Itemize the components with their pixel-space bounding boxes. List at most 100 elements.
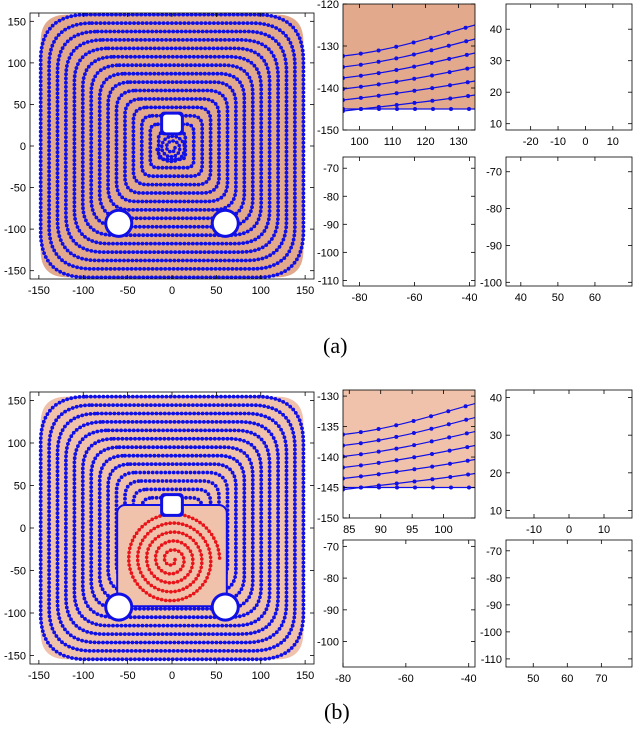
- path-point: [73, 79, 77, 83]
- path-point: [200, 144, 204, 148]
- path-point: [88, 267, 92, 271]
- path-point: [51, 265, 55, 269]
- path-point: [64, 559, 68, 563]
- path-point: [223, 259, 227, 263]
- path-point: [227, 204, 231, 208]
- path-point: [285, 213, 289, 217]
- path-point: [127, 559, 131, 563]
- path-point: [105, 55, 109, 59]
- path-point: [191, 106, 195, 110]
- path-point: [168, 150, 172, 154]
- path-point: [186, 454, 190, 458]
- path-point: [359, 441, 363, 445]
- path-point: [133, 480, 137, 484]
- path-point: [64, 194, 68, 198]
- path-point: [132, 499, 136, 503]
- path-point: [241, 241, 245, 245]
- path-point: [122, 445, 126, 449]
- path-point: [169, 479, 173, 483]
- path-point: [184, 89, 188, 93]
- path-point: [79, 648, 83, 652]
- path-point: [123, 157, 127, 161]
- path-point: [159, 89, 163, 93]
- path-point: [172, 607, 176, 611]
- path-point: [209, 437, 213, 441]
- path-point: [196, 615, 200, 619]
- path-point: [83, 72, 87, 76]
- path-point: [430, 86, 434, 90]
- path-point: [64, 564, 68, 568]
- path-point: [255, 449, 259, 453]
- path-point: [251, 571, 255, 575]
- path-point: [359, 52, 363, 56]
- path-point: [248, 259, 252, 263]
- path-point: [73, 498, 77, 502]
- path-point: [289, 246, 293, 250]
- path-point: [49, 241, 53, 245]
- path-point: [285, 209, 289, 213]
- path-point: [280, 242, 284, 246]
- path-point: [127, 551, 131, 555]
- path-point: [302, 158, 306, 162]
- path-point: [64, 572, 68, 576]
- path-point: [64, 169, 68, 173]
- path-point: [157, 200, 161, 204]
- path-point: [192, 140, 196, 144]
- path-point: [259, 507, 263, 511]
- path-point: [217, 156, 221, 160]
- path-point: [136, 72, 140, 76]
- path-point: [180, 649, 184, 653]
- path-point: [293, 603, 297, 607]
- path-point: [217, 152, 221, 156]
- path-point: [260, 648, 264, 652]
- path-point: [284, 440, 288, 444]
- path-point: [234, 168, 238, 172]
- path-point: [172, 572, 176, 576]
- path-point: [155, 89, 159, 93]
- path-point: [106, 632, 110, 636]
- path-point: [89, 196, 93, 200]
- path-point: [228, 468, 232, 472]
- path-point: [210, 38, 214, 42]
- path-point: [84, 649, 88, 653]
- path-point: [47, 157, 51, 161]
- path-point: [226, 172, 230, 176]
- path-point: [78, 44, 82, 48]
- path-point: [150, 518, 154, 522]
- path-point: [132, 138, 136, 142]
- path-point: [214, 540, 218, 544]
- path-point: [209, 127, 213, 131]
- path-point: [193, 471, 197, 475]
- path-point: [129, 233, 133, 237]
- path-point: [65, 397, 69, 401]
- path-point: [81, 135, 85, 139]
- path-point: [221, 55, 225, 59]
- path-point: [156, 38, 160, 42]
- path-point: [39, 168, 43, 172]
- path-point: [276, 486, 280, 490]
- path-point: [89, 473, 93, 477]
- path-point: [39, 193, 43, 197]
- path-point: [274, 58, 278, 62]
- path-point: [147, 520, 151, 524]
- workspace-region: [41, 15, 304, 278]
- path-point: [98, 130, 102, 134]
- path-point: [276, 74, 280, 78]
- path-point: [200, 123, 204, 127]
- path-point: [234, 101, 238, 105]
- path-point: [259, 562, 263, 566]
- path-point: [276, 570, 280, 574]
- path-point: [81, 559, 85, 563]
- path-point: [262, 441, 266, 445]
- path-point: [292, 620, 296, 624]
- path-point: [64, 177, 68, 181]
- path-point: [47, 212, 51, 216]
- path-point: [100, 429, 104, 433]
- path-point: [165, 590, 169, 594]
- path-point: [56, 499, 60, 503]
- path-point: [247, 213, 251, 217]
- path-point: [214, 445, 218, 449]
- path-point: [285, 204, 289, 208]
- path-point: [285, 78, 289, 82]
- path-point: [207, 529, 211, 533]
